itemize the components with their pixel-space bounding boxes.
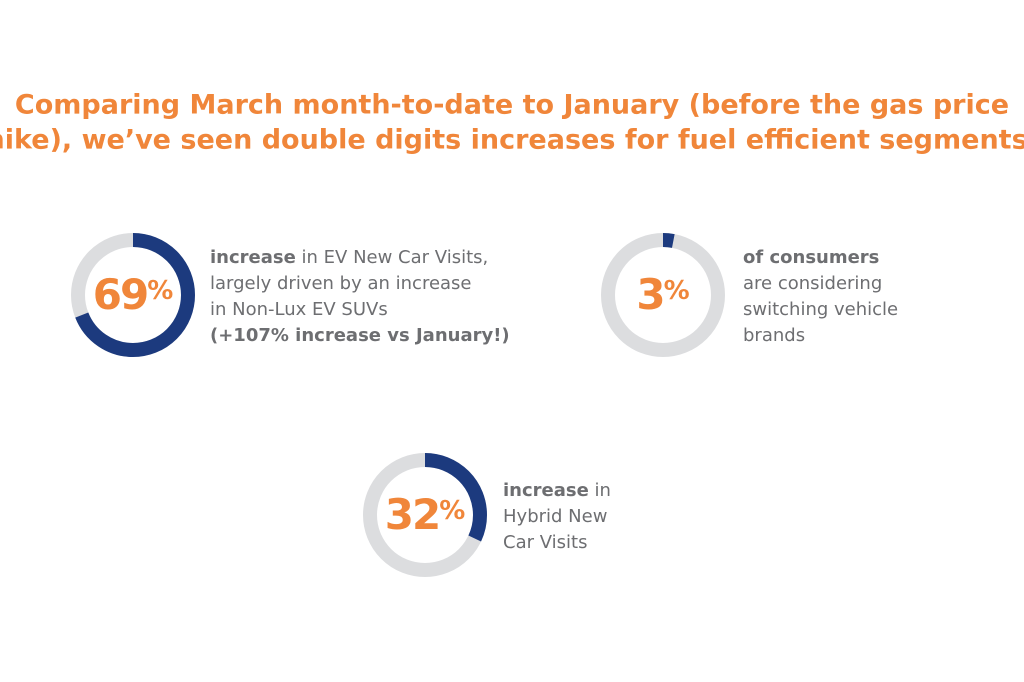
description-segment: Hybrid New bbox=[503, 506, 607, 527]
description-segment: in EV New Car Visits, bbox=[296, 247, 488, 268]
percent-label: 32% bbox=[385, 490, 466, 539]
description-segment: Car Visits bbox=[503, 532, 587, 553]
description-segment: in Non-Lux EV SUVs bbox=[210, 299, 388, 320]
description-segment: are considering bbox=[743, 273, 882, 294]
description-segment: in bbox=[589, 480, 611, 501]
percent-label: 69% bbox=[93, 270, 174, 319]
donut-arc bbox=[363, 453, 487, 577]
description-line: switching vehicle bbox=[743, 299, 898, 320]
description-line: in Non-Lux EV SUVs bbox=[210, 299, 388, 320]
description-line: increase in EV New Car Visits, bbox=[210, 247, 488, 268]
description-segment: increase bbox=[503, 480, 589, 501]
description-segment: brands bbox=[743, 325, 805, 346]
description-segment: increase bbox=[210, 247, 296, 268]
description-line: brands bbox=[743, 325, 805, 346]
title-line: hike), we’ve seen double digits increase… bbox=[0, 125, 1024, 156]
description-segment: of consumers bbox=[743, 247, 879, 268]
description-line: are considering bbox=[743, 273, 882, 294]
description-line: largely driven by an increase bbox=[210, 273, 472, 294]
percent-label: 3% bbox=[636, 270, 689, 319]
description-line: (+107% increase vs January!) bbox=[210, 325, 510, 346]
donut-arc bbox=[601, 233, 725, 357]
description-segment: largely driven by an increase bbox=[210, 273, 472, 294]
donut-arc bbox=[71, 233, 195, 357]
description-line: Car Visits bbox=[503, 532, 587, 553]
description-line: Hybrid New bbox=[503, 506, 607, 527]
description-segment: (+107% increase vs January!) bbox=[210, 325, 510, 346]
description-line: of consumers bbox=[743, 247, 879, 268]
description-line: increase in bbox=[503, 480, 611, 501]
description-segment: switching vehicle bbox=[743, 299, 898, 320]
title-line: Comparing March month-to-date to January… bbox=[15, 90, 1009, 121]
